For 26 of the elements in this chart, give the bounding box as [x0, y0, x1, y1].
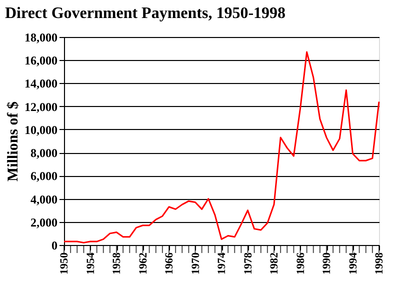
y-tick-label: 12,000 [24, 100, 58, 114]
y-tick-label: 0 [52, 238, 58, 252]
x-tick-label: 1994 [347, 252, 360, 274]
y-tick-label: 6,000 [30, 169, 58, 184]
x-tick-label: 1974 [216, 252, 228, 274]
x-tick-label: 1950 [58, 252, 70, 274]
x-tick-label: 1966 [164, 252, 176, 274]
y-tick-label: 16,000 [24, 54, 58, 68]
y-axis-title: Millions of $ [6, 101, 22, 182]
y-tick-label: 2,000 [30, 215, 58, 230]
x-tick-label: 1982 [268, 252, 280, 274]
x-tick-label: 1986 [294, 252, 307, 274]
x-tick-label: 1990 [321, 252, 333, 274]
y-tick-label: 14,000 [24, 76, 58, 91]
x-tick-label: 1958 [111, 252, 123, 274]
y-tick-label: 18,000 [24, 30, 58, 44]
line-series [63, 51, 380, 244]
x-tick-label: 1998 [374, 252, 386, 274]
x-tick-label: 1978 [242, 252, 254, 274]
y-tick-label: 4,000 [30, 192, 58, 206]
x-tick-label: 1954 [84, 252, 97, 274]
y-tick-label: 10,000 [24, 122, 58, 137]
x-tick-label: 1962 [137, 252, 150, 274]
x-tick-label: 1970 [190, 252, 202, 274]
chart-title: Direct Government Payments, 1950-1998 [5, 5, 286, 22]
y-tick-label: 8,000 [30, 146, 58, 160]
